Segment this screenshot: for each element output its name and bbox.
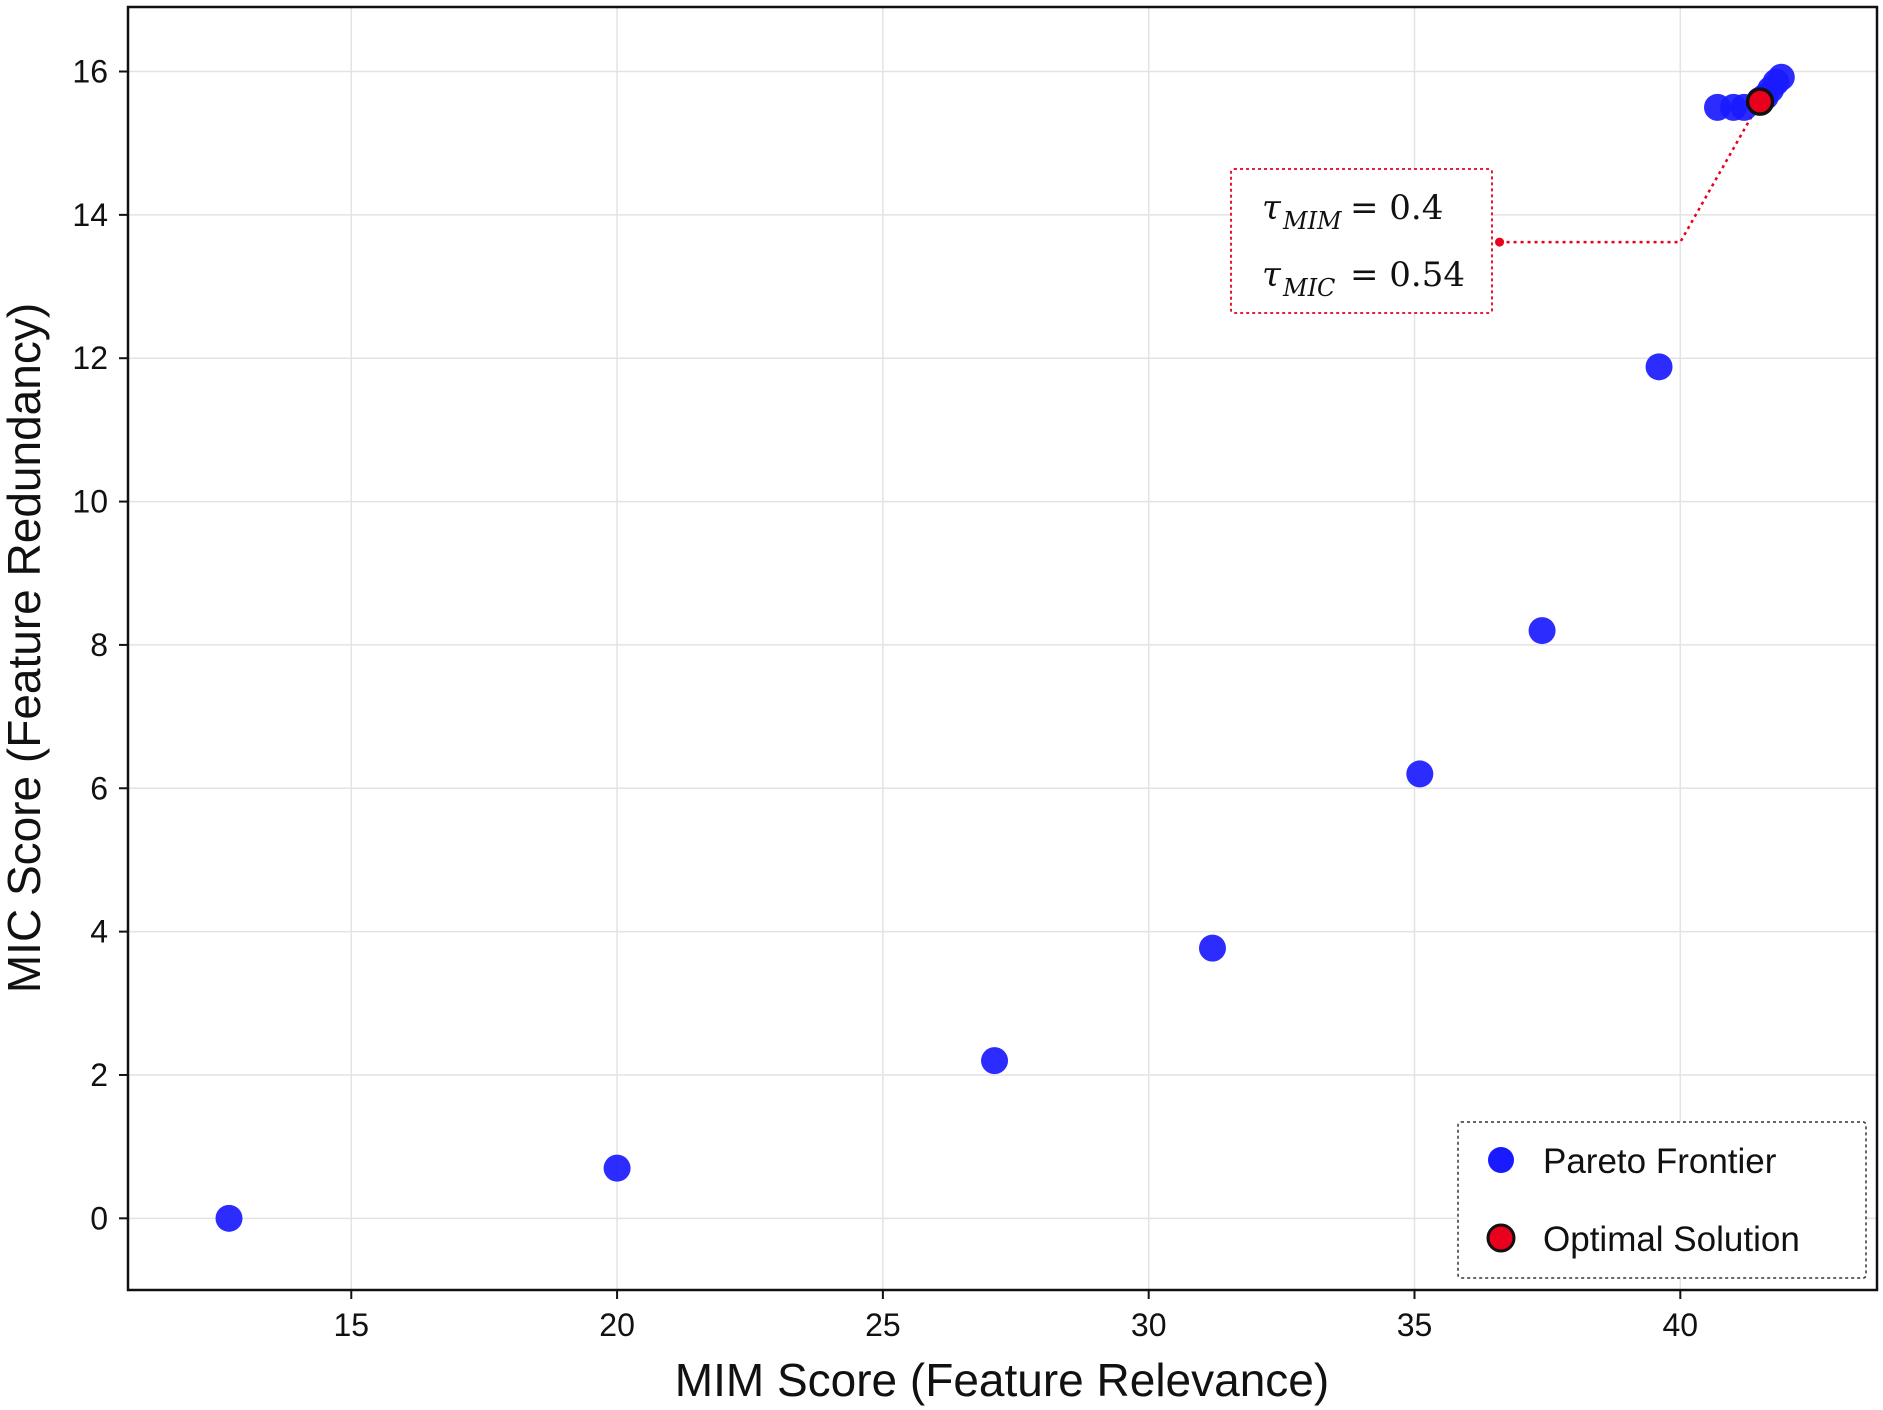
legend: Pareto Frontier Optimal Solution	[1457, 1121, 1867, 1279]
annotation-subscript: MIC	[1282, 274, 1335, 302]
annotation-callout: τ MIM = 0.4τ MIC = 0.54	[1230, 100, 1762, 314]
legend-label-optimal-solution: Optimal Solution	[1543, 1220, 1800, 1259]
y-tick-label: 0	[90, 1200, 108, 1236]
annotation-value: = 0.4	[1350, 188, 1443, 228]
pareto-frontier-point	[1198, 934, 1226, 962]
data-points	[215, 63, 1795, 1232]
y-tick-label: 2	[90, 1057, 108, 1093]
annotation-subscript: MIM	[1282, 207, 1343, 235]
annotation-box	[1230, 168, 1493, 314]
plot-area-frame	[126, 5, 1879, 1292]
annotation-symbol: τ	[1262, 188, 1282, 228]
annotation-anchor-dot	[1495, 237, 1505, 247]
y-axis-title: MIC Score (Feature Redundancy)	[0, 303, 50, 993]
y-tick-label: 6	[90, 770, 108, 806]
x-tick-label: 20	[599, 1307, 635, 1343]
legend-marker-optimal-solution	[1486, 1223, 1516, 1253]
legend-box	[1457, 1121, 1867, 1279]
y-tick-label: 14	[72, 197, 108, 233]
y-tick-label: 12	[72, 340, 108, 376]
x-tick-label: 30	[1131, 1307, 1167, 1343]
axis-ticks: 15 20 25 30 35 40 0 2 4 6 8 10 12 14 16	[72, 54, 1698, 1343]
y-tick-label: 8	[90, 627, 108, 663]
x-tick-label: 15	[333, 1307, 369, 1343]
pareto-frontier-point	[603, 1154, 631, 1182]
x-tick-label: 25	[865, 1307, 901, 1343]
pareto-frontier-point	[1645, 353, 1673, 381]
y-tick-label: 10	[72, 484, 108, 520]
x-tick-label: 40	[1663, 1307, 1699, 1343]
pareto-frontier-point	[981, 1047, 1009, 1075]
annotation-symbol: τ	[1262, 255, 1282, 295]
x-tick-label: 35	[1397, 1307, 1433, 1343]
pareto-frontier-point	[215, 1204, 243, 1232]
pareto-frontier-point	[1528, 617, 1556, 645]
grid-lines	[128, 7, 1877, 1290]
y-tick-label: 16	[72, 54, 108, 90]
y-tick-label: 4	[90, 914, 108, 950]
pareto-frontier-point	[1767, 63, 1795, 91]
annotation-leader-line	[1499, 100, 1762, 244]
annotation-value: = 0.54	[1350, 255, 1465, 295]
x-axis-title: MIM Score (Feature Relevance)	[675, 1354, 1329, 1406]
legend-label-pareto-frontier: Pareto Frontier	[1543, 1142, 1777, 1181]
pareto-frontier-point	[1406, 760, 1434, 788]
legend-marker-pareto-frontier	[1488, 1147, 1514, 1173]
optimal-solution-point	[1745, 87, 1775, 116]
